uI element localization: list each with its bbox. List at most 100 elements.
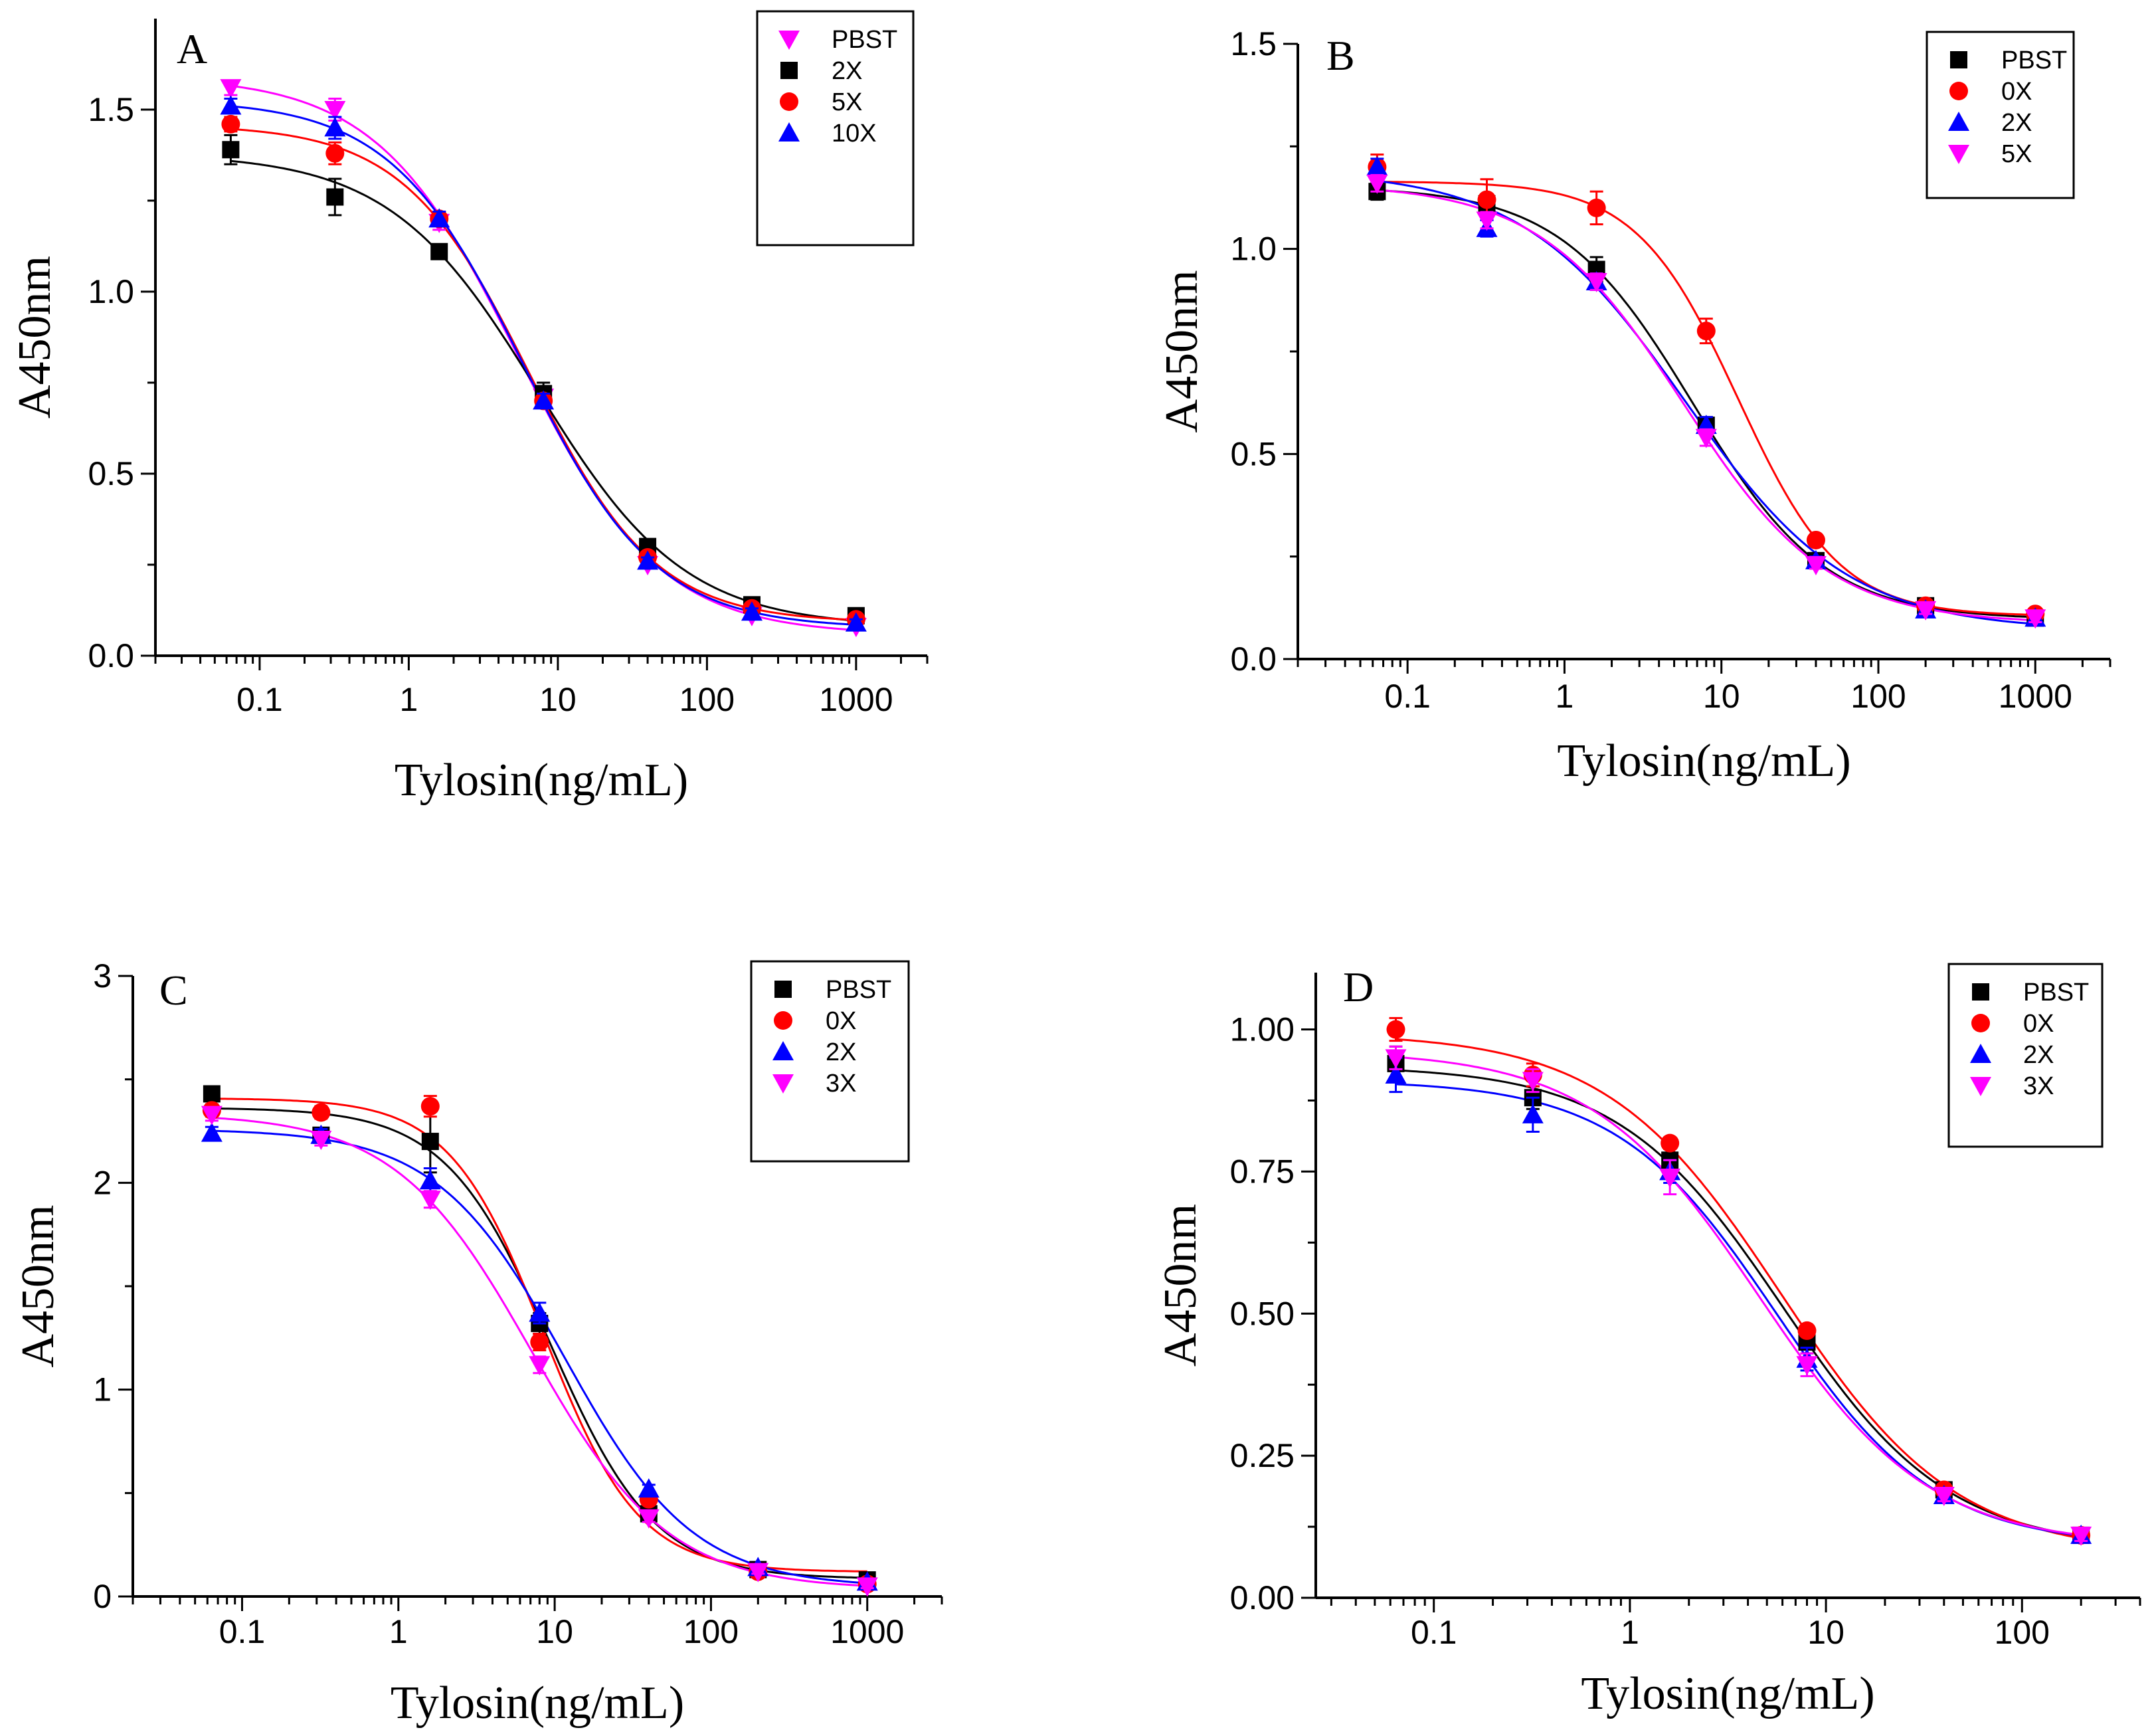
x-tick-label: 10: [539, 681, 577, 718]
legend-entry-label: 10X: [832, 120, 877, 147]
y-tick-label: 1.00: [1230, 1011, 1295, 1048]
panel-letter: B: [1326, 32, 1355, 79]
data-point-0X: [1696, 322, 1716, 341]
data-point-2X: [1522, 1104, 1544, 1123]
data-point-2X: [529, 1302, 551, 1322]
panel-D: 0.1 1 10 100 0.00 0.25 0.50 0.75 1.00 Tylosin(ng/…: [1155, 963, 2141, 1719]
legend-entry-label: 5X: [832, 88, 862, 116]
panel-C: 0.1 1 10 100 1000 0 1 2 3 Tylosin(ng/mL) A450nm C PB…: [13, 957, 943, 1729]
legend-entry-label: 5X: [2001, 140, 2032, 168]
data-point-5X: [1915, 601, 1937, 621]
data-point-3X: [1659, 1168, 1681, 1188]
x-tick-label: 0.1: [1411, 1614, 1457, 1651]
legend-marker-PBST: [778, 31, 800, 50]
data-point-10X: [741, 601, 763, 621]
panel-letter: C: [159, 967, 188, 1014]
legend-marker-0X: [774, 1011, 792, 1030]
legend-box: [756, 10, 915, 246]
y-tick-label: 1.5: [1230, 25, 1277, 62]
panels: 0.1 1 10 100 10000.00.51.01.5Tylosin(ng/mL)A…: [9, 10, 2141, 1729]
data-point-PBST: [203, 1085, 221, 1103]
y-tick-label: 0.00: [1230, 1579, 1295, 1616]
y-tick-label: 0.75: [1230, 1153, 1295, 1190]
legend-marker-2X: [1970, 1044, 1991, 1063]
data-point-2X: [326, 188, 344, 206]
legend-marker-5X: [1948, 145, 1969, 164]
data-point-5X: [1805, 556, 1827, 576]
legend-entry-label: PBST: [2001, 47, 2067, 74]
data-point-2X: [430, 242, 448, 260]
x-tick-label: 1: [400, 681, 418, 718]
legend-entry-label: 0X: [826, 1007, 856, 1035]
x-axis-title: Tylosin(ng/mL): [1581, 1668, 1874, 1719]
data-point-3X: [1522, 1072, 1544, 1092]
fit-curve-PBST: [1395, 1069, 2082, 1537]
y-tick-label: 0.5: [1230, 435, 1277, 472]
x-tick-label: 0.1: [1384, 678, 1431, 715]
data-point-0X: [530, 1333, 549, 1352]
x-tick-label: 100: [1995, 1614, 2050, 1651]
y-axis-title: A450nm: [1156, 270, 1208, 433]
y-axis-title: A450nm: [1155, 1204, 1206, 1367]
x-tick-label: 0.1: [219, 1613, 266, 1650]
data-point-3X: [201, 1105, 223, 1125]
y-tick-label: 1.5: [88, 91, 134, 128]
x-tick-label: 1000: [819, 681, 893, 718]
legend-entry-label: 2X: [2023, 1041, 2054, 1069]
data-point-2X: [222, 141, 240, 159]
data-point-10X: [637, 550, 659, 570]
legend-marker-3X: [772, 1074, 794, 1094]
y-tick-label: 1.0: [1230, 231, 1277, 268]
y-tick-label: 2: [93, 1164, 112, 1201]
data-point-0X: [1386, 1020, 1405, 1039]
x-tick-label: 100: [679, 681, 735, 718]
data-point-2X: [638, 1478, 660, 1498]
data-point-0X: [420, 1097, 440, 1116]
data-point-3X: [638, 1509, 660, 1529]
y-axis-title: A450nm: [13, 1205, 64, 1368]
x-tick-label: 10: [1703, 678, 1740, 715]
data-point-0X: [1661, 1133, 1680, 1153]
y-tick-label: 0.25: [1230, 1437, 1295, 1474]
legend-entry-label: 3X: [2023, 1072, 2054, 1100]
data-point-3X: [1933, 1487, 1955, 1507]
data-point-5X: [2024, 609, 2046, 629]
data-point-PBST: [421, 1133, 439, 1151]
panel-B: 0.1 1 10 100 1000 0.0 0.5 1.0 1.5 Tylosin(ng/mL) A…: [1156, 25, 2111, 787]
data-point-5X: [1585, 273, 1607, 293]
fit-curve-3X: [1395, 1056, 2082, 1536]
legend-marker-5X: [780, 92, 798, 111]
legend-marker-2X: [780, 62, 798, 79]
x-tick-label: 1: [389, 1613, 408, 1650]
legend-marker-PBST: [1950, 51, 1967, 68]
legend: PBST 0X 2X 5X: [1926, 31, 2075, 199]
legend-marker-2X: [772, 1041, 794, 1060]
data-point-3X: [1385, 1049, 1407, 1069]
x-axis-title: Tylosin(ng/mL): [395, 755, 688, 806]
x-axis-title: Tylosin(ng/mL): [391, 1678, 684, 1729]
data-point-0X: [1806, 530, 1825, 549]
legend-entry-label: 2X: [826, 1038, 856, 1066]
data-point-5X: [1476, 211, 1498, 231]
legend-entry-label: PBST: [2023, 979, 2089, 1007]
legend-entry-label: 3X: [826, 1070, 856, 1098]
x-axis-title: Tylosin(ng/mL): [1557, 735, 1850, 787]
legend: PBST 0X 2X 3X: [750, 960, 910, 1163]
legend-entry-label: 0X: [2001, 78, 2032, 106]
x-tick-label: 1: [1621, 1614, 1639, 1651]
data-point-10X: [324, 117, 346, 137]
legend: PBST 0X 2X 3X: [1947, 963, 2104, 1148]
data-point-2X: [1385, 1064, 1407, 1084]
y-tick-label: 1.0: [88, 273, 134, 310]
legend-marker-10X: [778, 122, 800, 142]
data-point-5X: [1366, 174, 1388, 194]
x-tick-label: 1000: [1999, 678, 2072, 715]
data-point-10X: [220, 95, 242, 115]
data-point-3X: [2070, 1526, 2092, 1546]
data-point-5X: [325, 144, 345, 163]
data-point-PBST: [220, 79, 242, 99]
x-tick-label: 100: [1850, 678, 1906, 715]
data-point-3X: [747, 1563, 769, 1583]
